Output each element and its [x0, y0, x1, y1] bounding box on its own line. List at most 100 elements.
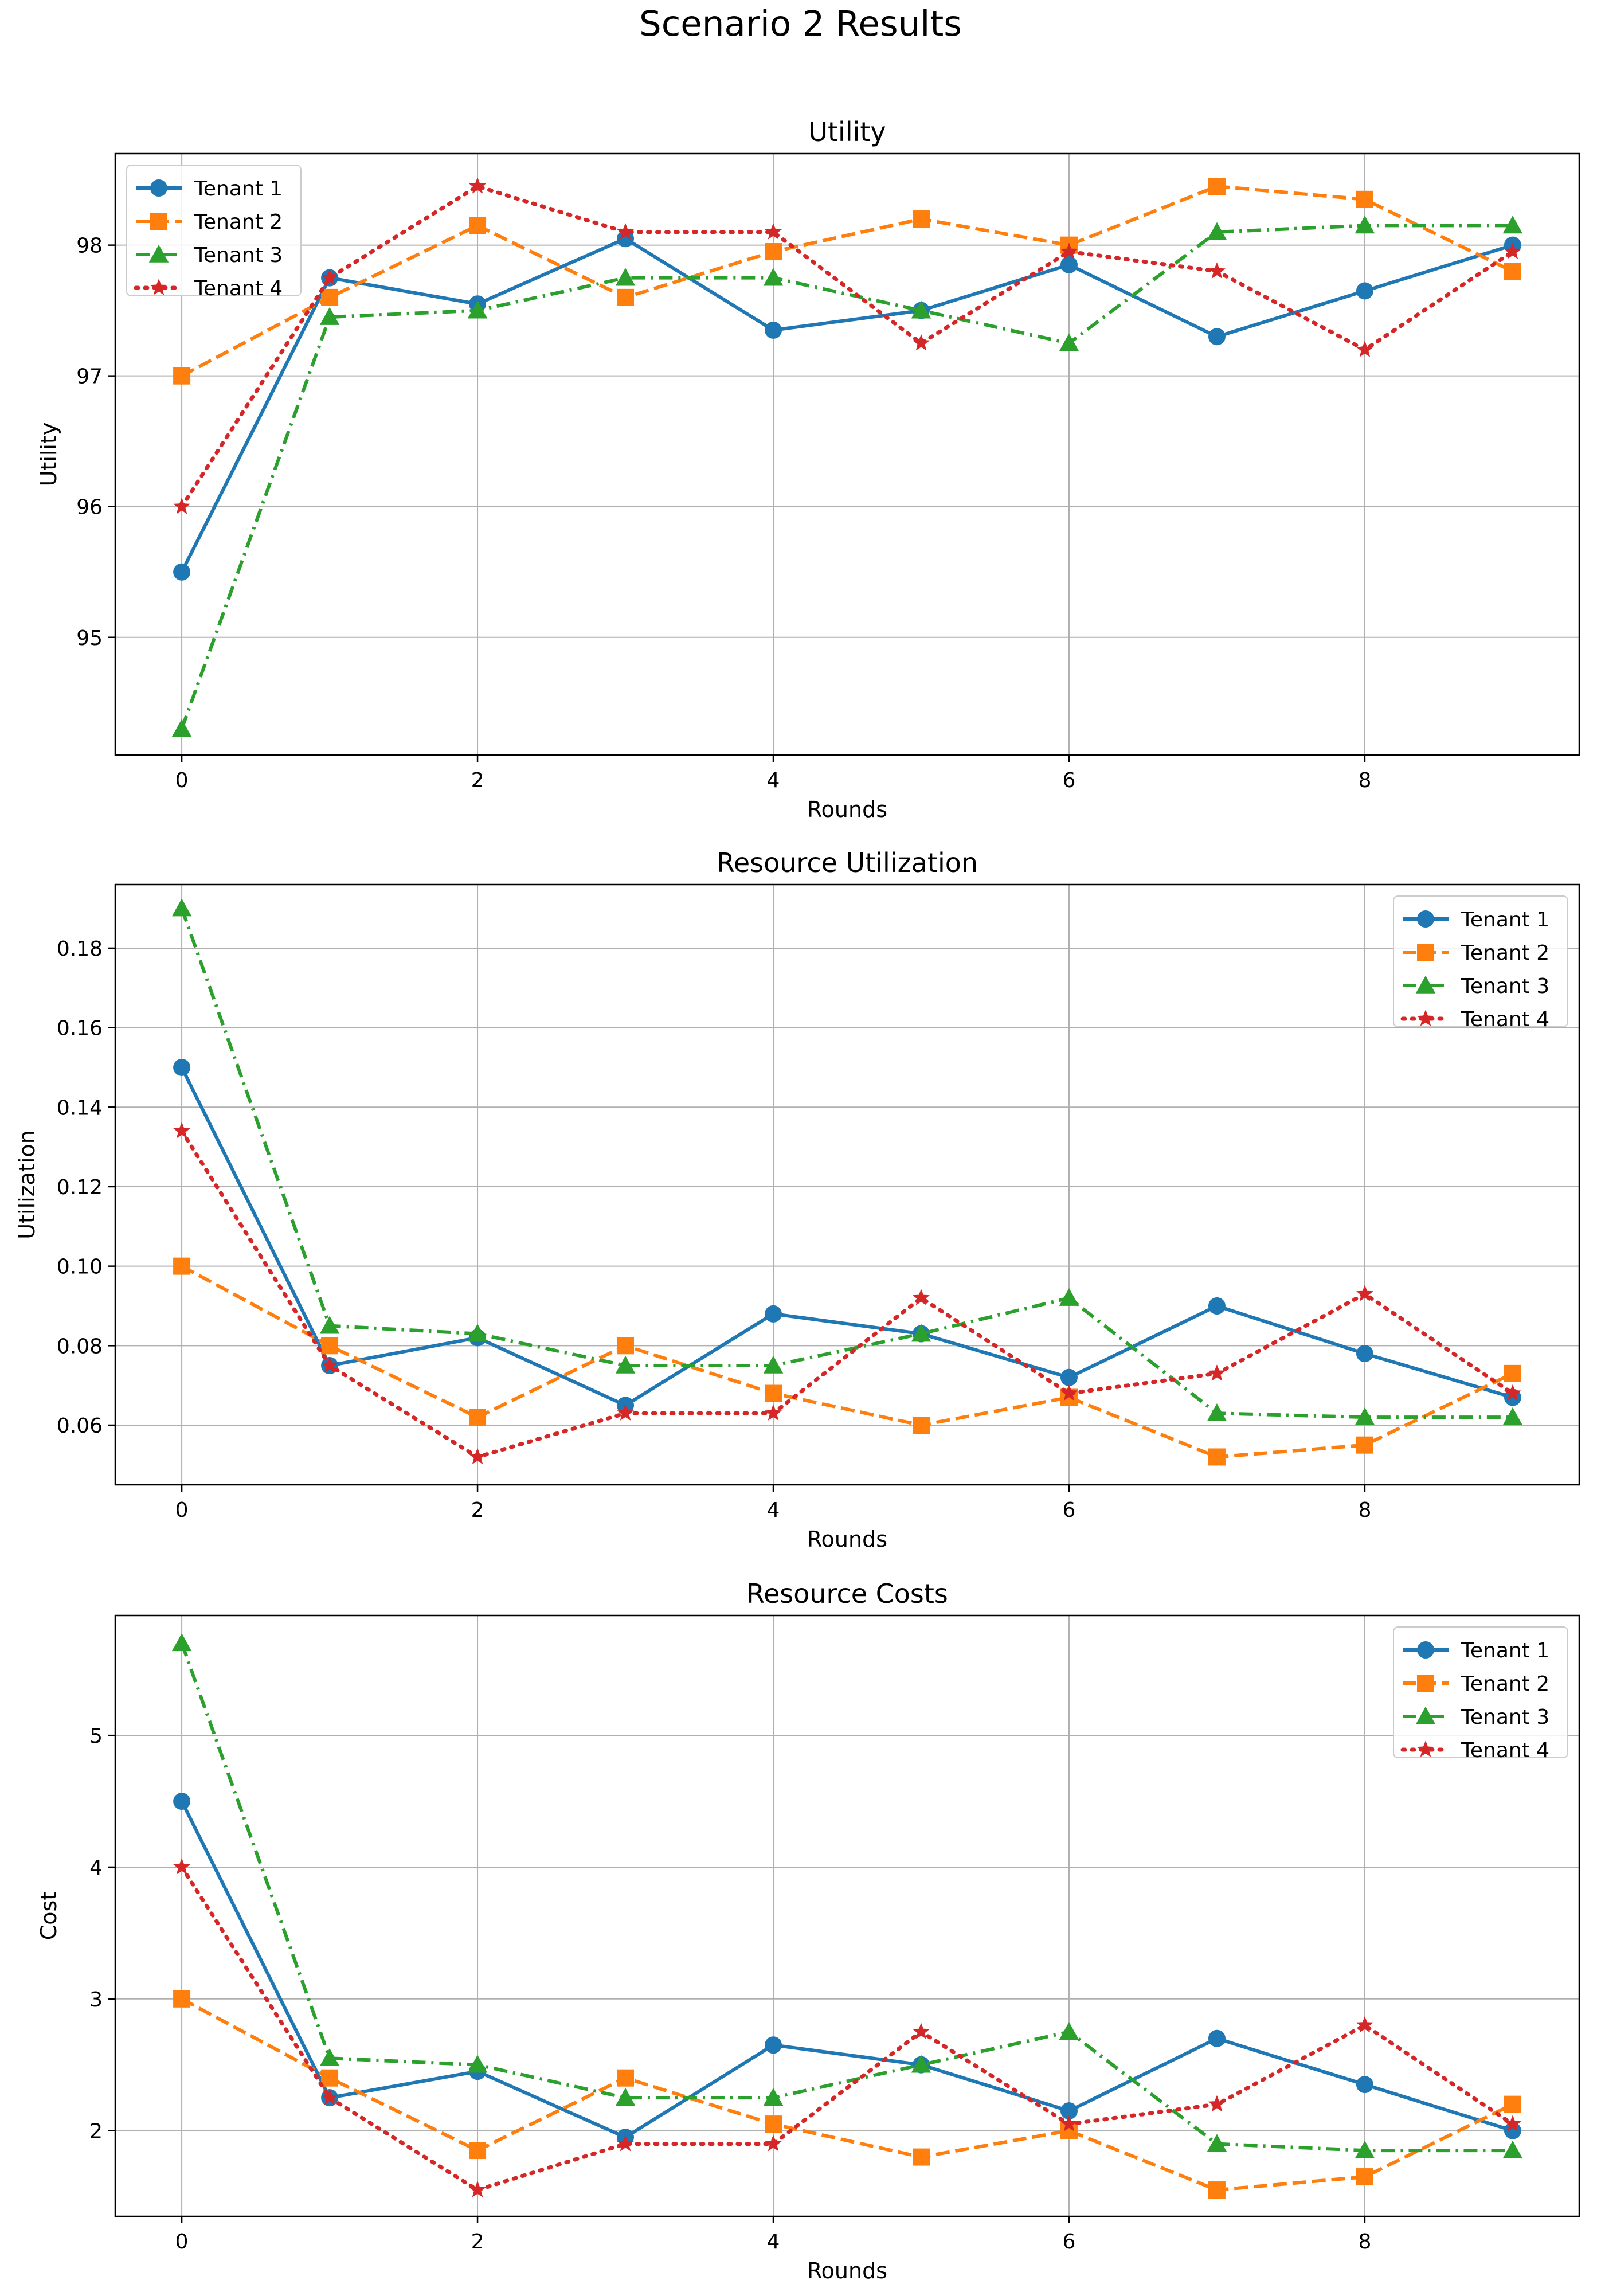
figure-title: Scenario 2 Results	[639, 3, 962, 44]
data-point	[1207, 222, 1227, 240]
series-tenant-4	[173, 1122, 1521, 1465]
data-point	[1208, 328, 1226, 346]
x-tick-label: 4	[767, 769, 780, 792]
data-point	[1356, 2016, 1373, 2033]
data-point	[1207, 2134, 1227, 2152]
data-point	[469, 1448, 487, 1465]
legend-marker	[1417, 910, 1434, 928]
data-point	[173, 1122, 191, 1139]
data-point	[1060, 1384, 1078, 1401]
series-line	[181, 1264, 1514, 1459]
data-point	[319, 2048, 340, 2067]
y-axis-label: Utilization	[14, 1130, 40, 1239]
data-point	[617, 230, 635, 248]
y-tick-label: 0.08	[57, 1335, 103, 1358]
chart-title: Resource Utilization	[717, 847, 978, 878]
data-point	[615, 268, 636, 286]
data-point	[1060, 256, 1078, 273]
data-point	[321, 288, 339, 306]
x-tick-label: 4	[767, 2230, 780, 2254]
y-tick-label: 5	[89, 1724, 103, 1748]
data-point	[617, 2134, 635, 2152]
data-point	[321, 268, 339, 285]
plot-area	[115, 1616, 1579, 2216]
data-point	[763, 1355, 784, 1374]
chart-title: Resource Costs	[746, 1578, 948, 1609]
data-point	[1208, 178, 1226, 195]
data-point	[617, 1337, 635, 1355]
data-point	[173, 1793, 191, 1810]
legend-label: Tenant 3	[1461, 975, 1549, 998]
axes-frame	[114, 1614, 1580, 2217]
data-point	[912, 1416, 930, 1434]
data-point	[765, 1404, 782, 1421]
series-tenant-4	[173, 1858, 1521, 2197]
x-tick-label: 6	[1063, 2230, 1076, 2254]
data-point	[173, 497, 191, 514]
data-point	[1060, 242, 1078, 259]
legend-marker	[150, 279, 167, 295]
axes-frame	[114, 883, 1580, 1486]
data-point	[1208, 2095, 1226, 2112]
y-tick-label: 0.14	[57, 1096, 103, 1120]
data-point	[913, 334, 930, 351]
series-line	[180, 908, 1513, 1419]
x-tick-label: 8	[1358, 2230, 1371, 2254]
x-axis-label: Rounds	[807, 2258, 887, 2283]
data-point	[1208, 2029, 1226, 2047]
legend-label: Tenant 4	[1461, 1739, 1549, 1762]
legend-marker	[1417, 1010, 1434, 1026]
resource-utilization-chart: 0 2 4 6 8 0.06 0.08 0.10 0.12 0.14 0.16 0.18 Resourc…	[14, 847, 1580, 1552]
y-axis-label: Utility	[36, 423, 61, 487]
series-tenant-4	[173, 177, 1521, 514]
legend-label: Tenant 2	[1461, 941, 1549, 965]
data-point	[321, 2088, 339, 2105]
chart-title: Utility	[808, 116, 886, 147]
data-point	[1502, 216, 1523, 234]
data-point	[173, 1990, 191, 2008]
data-point	[173, 1058, 191, 1076]
data-point	[319, 307, 340, 325]
legend-marker	[1415, 1706, 1436, 1724]
y-tick-label: 97	[76, 365, 103, 389]
data-point	[321, 1337, 339, 1355]
y-tick-label: 3	[89, 1988, 103, 2012]
data-point	[913, 1289, 930, 1305]
axes-frame	[114, 152, 1580, 756]
y-tick-label: 0.16	[57, 1017, 103, 1041]
legend-box	[1393, 1626, 1568, 1758]
y-tick-label: 95	[76, 627, 103, 650]
data-point	[1504, 263, 1521, 280]
data-point	[1356, 2168, 1373, 2186]
data-point	[911, 2055, 931, 2073]
data-point	[765, 1384, 782, 1402]
data-point	[1504, 2115, 1521, 2131]
series-line	[180, 237, 1513, 573]
y-tick-label: 4	[89, 1856, 103, 1880]
y-tick-label: 0.12	[57, 1176, 103, 1199]
series-line	[179, 1865, 1515, 2192]
data-point	[1356, 1436, 1373, 1454]
legend-marker	[150, 213, 167, 230]
data-point	[617, 1404, 635, 1421]
series-tenant-3	[171, 898, 1523, 1425]
utility-chart: 0 2 4 6 8 95 96 97 98 Utility Rounds Utility Tenant …	[36, 116, 1580, 822]
data-point	[319, 1316, 340, 1334]
data-point	[1356, 190, 1373, 208]
data-point	[765, 321, 782, 339]
y-tick-label: 96	[76, 496, 103, 519]
legend-label: Tenant 4	[1461, 1008, 1549, 1031]
y-axis-label: Cost	[36, 1892, 61, 1940]
series-line	[180, 1800, 1513, 2139]
y-tick-label: 0.06	[57, 1414, 103, 1438]
plot-area	[115, 154, 1579, 755]
legend-marker	[1417, 944, 1434, 961]
legend: Tenant 1 Tenant 2 Tenant 3 Tenant 4	[1393, 895, 1568, 1031]
plot-area	[115, 885, 1579, 1485]
data-point	[1355, 1407, 1375, 1425]
data-point	[1208, 1297, 1226, 1315]
data-point	[1356, 341, 1373, 357]
data-point	[1060, 2102, 1078, 2120]
legend-marker	[1415, 975, 1436, 994]
